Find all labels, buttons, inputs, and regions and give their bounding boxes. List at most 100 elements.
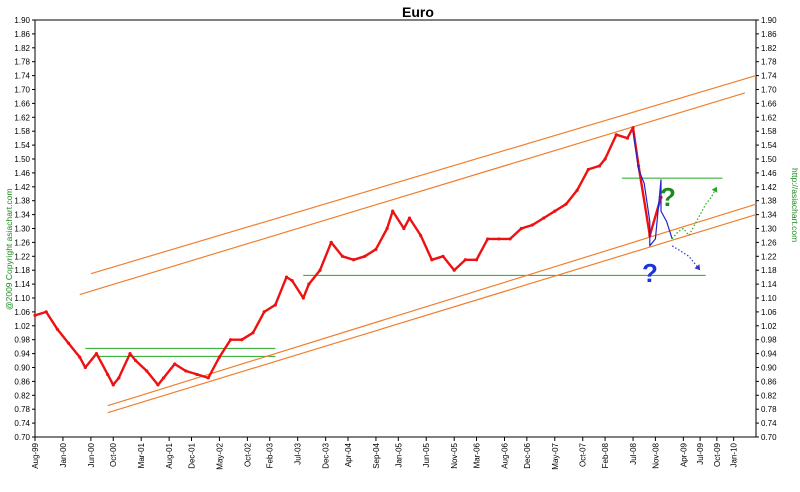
y-tick-label-right: 0.74 (761, 419, 777, 428)
price-point (318, 268, 322, 272)
y-tick-label-left: 1.78 (14, 58, 30, 67)
price-point (301, 296, 305, 300)
price-point (430, 258, 434, 262)
y-tick-label-left: 1.66 (14, 99, 30, 108)
projection-arrowhead (694, 264, 701, 271)
y-tick-label-left: 1.42 (14, 183, 30, 192)
price-point (351, 258, 356, 262)
price-point (94, 352, 99, 356)
x-tick-label: Dec-01 (187, 442, 196, 468)
x-tick-label: Sep-04 (372, 442, 381, 468)
y-tick-label-left: 1.30 (14, 225, 30, 234)
price-point (542, 216, 546, 220)
x-tick-label: Apr-04 (344, 442, 353, 467)
x-tick-label: Oct-02 (243, 442, 252, 467)
trend-channel-line (107, 214, 757, 414)
price-point (329, 240, 333, 244)
y-tick-label-right: 1.18 (761, 266, 777, 275)
y-tick-label-right: 1.10 (761, 294, 777, 303)
price-point (474, 258, 479, 262)
x-tick-label: Oct-00 (109, 442, 118, 467)
website-label: http://asiachart.com (790, 168, 800, 242)
price-point (128, 352, 132, 356)
projection-line (671, 186, 718, 240)
trend-channel-line (90, 75, 757, 275)
price-point (391, 209, 395, 213)
y-tick-label-left: 0.78 (14, 405, 30, 414)
price-point (161, 376, 166, 380)
annotation-blue-question: ? (642, 258, 658, 288)
y-tick-label-left: 1.86 (14, 30, 30, 39)
x-tick-label: Feb-08 (601, 442, 610, 468)
y-tick-label-right: 1.34 (761, 211, 777, 220)
x-tick-label: Aug-06 (500, 442, 509, 468)
x-tick-label: Nov-05 (450, 442, 459, 468)
y-tick-label-right: 0.94 (761, 350, 777, 359)
y-tick-label-right: 1.70 (761, 86, 777, 95)
price-point (262, 310, 266, 314)
y-tick-label-right: 0.78 (761, 405, 777, 414)
y-tick-label-left: 1.06 (14, 308, 30, 317)
y-tick-label-left: 1.70 (14, 86, 30, 95)
trend-channel-lines (79, 75, 757, 414)
x-tick-label: Jan-00 (59, 442, 68, 467)
y-tick-label-right: 1.82 (761, 44, 777, 53)
y-tick-label-right: 0.98 (761, 336, 777, 345)
price-point (363, 254, 367, 258)
y-tick-label-right: 1.74 (761, 72, 777, 81)
x-tick-label: Jul-09 (696, 442, 705, 464)
price-point (195, 372, 199, 377)
price-series (33, 126, 718, 387)
x-tick-label: Oct-07 (579, 442, 588, 467)
y-tick-label-right: 1.46 (761, 169, 777, 178)
price-point (530, 223, 535, 227)
x-tick-label: Aug-01 (165, 442, 174, 468)
y-tick-label-left: 1.58 (14, 127, 30, 136)
price-point (374, 247, 378, 251)
price-point (575, 188, 579, 192)
price-point (340, 254, 345, 258)
price-point (564, 202, 568, 206)
y-tick-label-right: 1.86 (761, 30, 777, 39)
x-tick-label: Nov-08 (651, 442, 660, 468)
y-tick-label-left: 0.70 (14, 433, 30, 442)
price-point (452, 268, 456, 272)
y-tick-label-right: 1.06 (761, 308, 777, 317)
y-tick-label-left: 1.82 (14, 44, 30, 53)
price-point (156, 383, 160, 387)
y-tick-label-left: 1.46 (14, 169, 30, 178)
price-point (497, 237, 501, 241)
price-point (625, 136, 630, 140)
price-point (206, 376, 210, 380)
y-tick-label-left: 1.74 (14, 72, 30, 81)
y-tick-label-right: 1.66 (761, 99, 777, 108)
y-axis-left: 0.70 0.74 0.78 0.82 0.86 0.90 0.94 0.98 1.02 1.06… (14, 16, 35, 442)
price-point (134, 358, 138, 363)
x-tick-label: Mar-01 (137, 442, 146, 468)
y-tick-label-left: 0.86 (14, 377, 30, 386)
price-point (597, 164, 602, 168)
price-point (419, 233, 423, 238)
price-point (407, 216, 412, 220)
y-tick-label-right: 1.42 (761, 183, 777, 192)
y-tick-label-left: 0.90 (14, 364, 30, 373)
price-point (519, 226, 523, 231)
y-tick-label-right: 1.50 (761, 155, 777, 164)
x-tick-label: Jul-03 (294, 442, 303, 464)
x-tick-label: Jun-05 (422, 442, 431, 467)
y-tick-label-right: 1.22 (761, 252, 777, 261)
price-point (66, 341, 71, 345)
support-resistance-lines (85, 177, 723, 357)
x-axis: Aug-99 Jan-00 Jun-00 Oct-00 Mar-01 Aug-01 Dec-… (31, 437, 739, 470)
chart-title: Euro (402, 4, 434, 20)
y-tick-label-left: 0.98 (14, 336, 30, 345)
price-point (78, 355, 82, 359)
x-tick-label: Dec-06 (523, 442, 532, 468)
y-tick-label-left: 0.74 (14, 419, 30, 428)
y-tick-label-left: 1.10 (14, 294, 30, 303)
y-tick-label-left: 1.38 (14, 197, 30, 206)
annotation-green-question: ? (660, 182, 676, 212)
y-tick-label-right: 1.30 (761, 225, 777, 234)
y-tick-label-left: 1.14 (14, 280, 30, 289)
